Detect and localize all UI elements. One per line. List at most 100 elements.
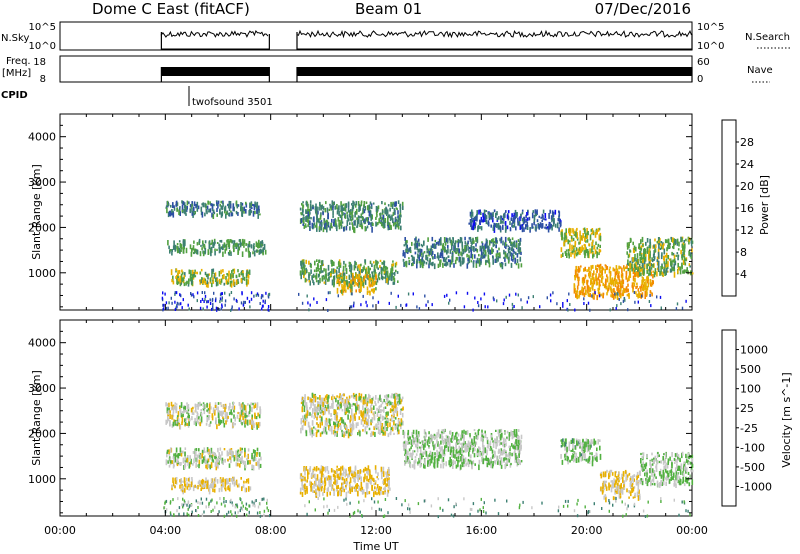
echo-cell [449,298,451,302]
echo-cell [244,487,247,493]
echo-cell [339,490,341,496]
echo-cell [334,479,336,485]
echo-cell [184,272,186,277]
echo-cell [614,292,616,296]
echo-cell [338,222,340,227]
echo-cell [317,401,319,404]
echo-cell [379,489,382,491]
echo-cell [316,409,319,413]
echo-cell [640,267,642,270]
echo-cell [634,269,636,273]
echo-cell [301,492,304,497]
echo-cell [413,258,415,264]
echo-cell [337,406,340,410]
echo-cell [552,211,555,218]
echo-cell [450,241,453,246]
echo-cell [327,225,330,228]
echo-cell [646,263,648,269]
echo-cell [229,456,231,460]
echo-cell [479,259,481,266]
echo-cell [184,240,186,247]
echo-cell [256,408,258,411]
echo-cell [348,395,351,399]
echo-cell [189,418,191,422]
echo-cell [355,400,358,404]
echo-cell [546,296,548,300]
echo-cell [321,431,324,435]
echo-cell [349,488,352,494]
echo-cell [225,213,227,219]
echo-cell [388,214,391,219]
freq-tick-bottom: 8 [40,74,46,85]
echo-cell [196,299,198,303]
echo-cell [327,486,330,492]
echo-cell [597,276,600,281]
echo-cell [420,251,423,256]
echo-cell [336,204,338,210]
echo-cell [259,213,261,216]
echo-cell [365,418,368,422]
echo-cell [423,240,425,246]
echo-cell [321,421,323,426]
echo-cell [351,203,353,206]
echo-cell [575,231,577,238]
echo-cell [600,293,602,297]
echo-cell [575,290,577,295]
echo-cell [317,412,319,416]
echo-cell [451,245,453,251]
echo-cell [371,278,374,284]
echo-cell [306,219,309,223]
echo-cell [317,210,319,215]
echo-cell [235,200,238,207]
echo-cell [390,201,392,207]
echo-cell [314,412,316,418]
echo-cell [209,455,212,460]
echo-cell [505,295,507,299]
echo-cell [386,403,389,407]
echo-cell [230,409,232,415]
echo-cell [379,405,381,408]
echo-cell [626,251,628,255]
echo-cell [363,468,365,473]
echo-cell [596,281,599,286]
echo-cell [204,250,206,255]
echo-cell [185,458,188,463]
echo-cell [222,200,224,204]
echo-cell [386,414,388,418]
echo-cell [350,269,352,273]
echo-cell [392,223,395,227]
echo-cell [201,277,203,280]
echo-cell [383,398,385,403]
echo-cell [191,208,193,212]
echo-cell [326,226,328,233]
echo-cell [313,490,316,493]
echo-cell [618,297,620,301]
echo-cell [605,286,607,290]
echo-cell [390,224,392,229]
echo-cell [194,271,197,274]
echo-cell [196,404,198,408]
echo-cell [372,431,375,436]
echo-cell [209,449,212,453]
echo-cell [683,257,686,262]
echo-cell [239,241,242,248]
echo-cell [310,217,312,220]
echo-cell [403,261,406,266]
echo-cell [232,272,234,279]
nsky-series-line [296,29,692,39]
echo-cell [341,485,344,491]
echo-cell [315,267,318,273]
echo-cell [664,270,666,276]
echo-cell [356,406,358,411]
echo-cell [512,248,515,252]
echo-cell [207,410,210,414]
echo-cell [358,288,361,293]
echo-cell [598,294,601,298]
echo-cell [341,215,343,218]
echo-cell [299,491,302,495]
echo-cell [365,431,368,435]
echo-cell [609,308,611,312]
echo-cell [166,407,169,414]
echo-cell [512,255,515,260]
echo-cell [224,244,226,248]
